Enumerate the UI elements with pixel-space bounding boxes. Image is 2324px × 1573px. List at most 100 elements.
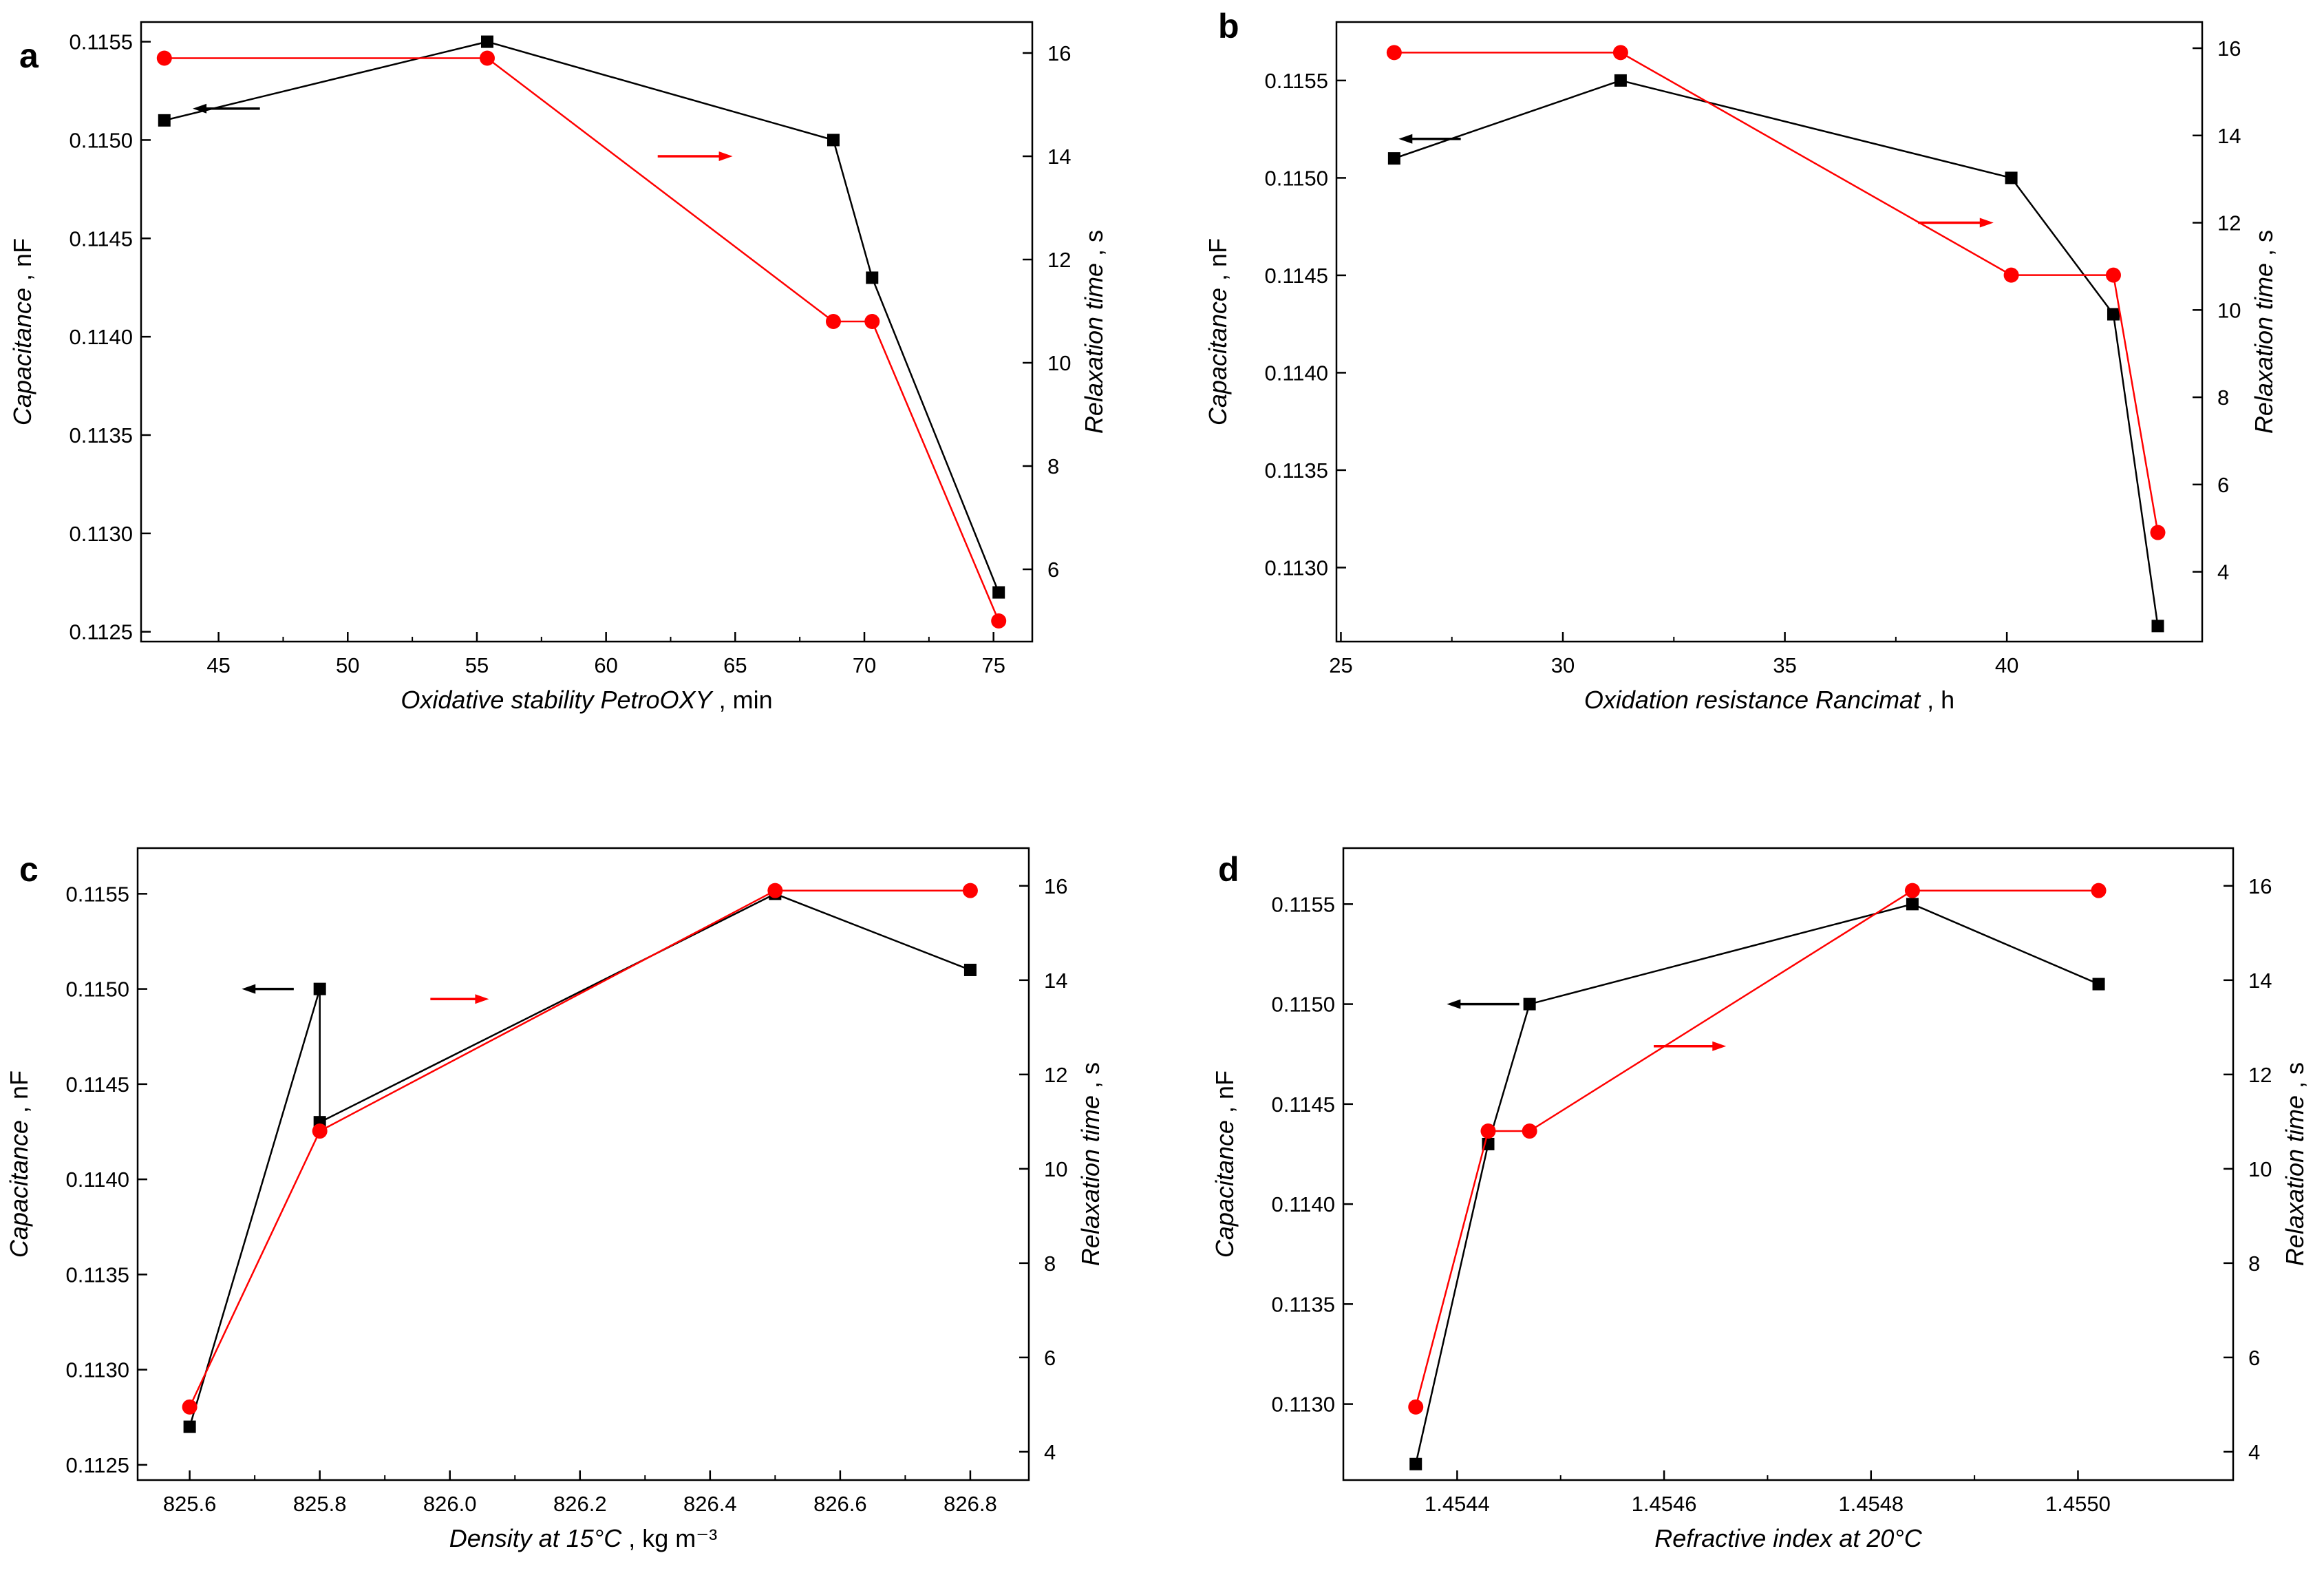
capacitance-point (992, 586, 1005, 599)
y-tick-label: 0.1145 (1271, 1092, 1335, 1117)
y2-axis-unit: s (1080, 230, 1108, 242)
capacitance-axis-arrow (242, 984, 294, 994)
capacitance-point (866, 271, 879, 284)
arrow-head (718, 151, 733, 161)
y2-tick-label: 12 (2217, 211, 2241, 235)
x-axis-title: Oxidative stability PetroOXY (401, 686, 714, 714)
x-tick-label: 75 (981, 653, 1005, 677)
capacitance-point (183, 1420, 196, 1433)
y-tick-label: 0.1135 (1271, 1292, 1335, 1316)
y-axis-separator: , (1204, 267, 1232, 288)
capacitance-point (313, 982, 326, 995)
capacitance-point (1387, 152, 1400, 165)
y-tick-label: 0.1130 (65, 1358, 129, 1382)
x-tick-label: 826.8 (944, 1492, 997, 1516)
relaxation-time-point (825, 314, 841, 329)
x-tick-label: 50 (336, 653, 359, 677)
x-tick-label: 1.4544 (1425, 1492, 1490, 1516)
capacitance-point (2005, 171, 2018, 184)
y-tick-label: 0.1150 (1271, 993, 1335, 1017)
relaxation-time-point (182, 1399, 198, 1415)
y-axis-title: Capacitance (8, 288, 36, 425)
relaxation-time-point (2091, 883, 2107, 898)
y-axis-title: Capacitance (5, 1120, 33, 1258)
relaxation-time-axis-arrow (1654, 1041, 1727, 1051)
y-axis-label: Capacitance , nF (1204, 238, 1232, 425)
y-tick-label: 0.1140 (1264, 361, 1328, 385)
capacitance-point (827, 134, 840, 147)
x-axis-separator: , (712, 686, 733, 714)
y2-tick-label: 14 (2217, 124, 2241, 148)
arrow-head (1979, 218, 1994, 228)
y-tick-label: 0.1135 (1264, 458, 1328, 483)
relaxation-time-point (1612, 45, 1628, 61)
y2-axis-separator: , (2250, 242, 2278, 263)
relaxation-time-point (767, 883, 783, 898)
y2-tick-label: 4 (2217, 560, 2229, 584)
y-axis-unit: nF (1211, 1070, 1239, 1099)
y-tick-label: 0.1140 (1271, 1192, 1335, 1216)
x-axis-separator: , (621, 1524, 642, 1552)
capacitance-point (963, 963, 977, 976)
y-tick-label: 0.1145 (65, 1073, 129, 1097)
arrow-head (475, 994, 489, 1004)
y2-tick-label: 10 (1047, 351, 1071, 375)
x-tick-label: 65 (723, 653, 747, 677)
capacitance-point (1523, 997, 1536, 1011)
relaxation-time-point (991, 613, 1007, 629)
y2-axis-title: Relaxation time (2250, 263, 2278, 434)
y-tick-label: 0.1135 (65, 1263, 129, 1287)
panel-label: c (19, 850, 39, 889)
y2-tick-label: 12 (2248, 1063, 2272, 1087)
capacitance-point (158, 114, 171, 127)
y-tick-label: 0.1125 (65, 1453, 129, 1477)
capacitance-point (2151, 620, 2164, 633)
x-tick-label: 826.0 (423, 1492, 477, 1516)
capacitance-point (2107, 308, 2120, 321)
y-axis-unit: nF (1204, 238, 1232, 267)
x-tick-label: 25 (1329, 653, 1352, 677)
y-tick-label: 0.1150 (1264, 166, 1328, 190)
x-axis-label: Oxidation resistance Rancimat , h (1584, 686, 1954, 714)
x-axis-title: Refractive index at 20°C (1654, 1524, 1923, 1552)
y2-axis-title: Relaxation time (2281, 1095, 2309, 1266)
y-axis-label: Capacitance , nF (5, 1070, 33, 1258)
y-tick-label: 0.1155 (1264, 69, 1328, 93)
y-tick-label: 0.1145 (69, 226, 133, 251)
y2-axis-label: Relaxation time , s (1080, 230, 1108, 434)
capacitance-point (1614, 74, 1627, 87)
y-tick-label: 0.1145 (1264, 264, 1328, 288)
relaxation-time-line (189, 889, 970, 1408)
capacitance-axis-arrow (1398, 134, 1461, 144)
y2-tick-label: 16 (1047, 41, 1071, 65)
relaxation-time-axis-arrow (430, 994, 489, 1004)
y-tick-label: 0.1150 (65, 978, 129, 1002)
y-axis-separator: , (8, 267, 36, 288)
x-tick-label: 1.4548 (1838, 1492, 1904, 1516)
y-axis-separator: , (1211, 1099, 1239, 1120)
y2-tick-label: 10 (2248, 1157, 2272, 1181)
y2-axis-unit: s (2281, 1062, 2309, 1075)
y2-tick-label: 10 (1044, 1157, 1067, 1181)
y2-tick-label: 8 (1044, 1252, 1056, 1276)
relaxation-time-point (1522, 1123, 1537, 1139)
relaxation-time-point (2003, 267, 2019, 283)
panel-a: a 45 50 55 60 65 70 75 0.1125 0.1130 0.1135 0.1140 0… (8, 21, 1108, 714)
y2-axis-label: Relaxation time , s (2250, 230, 2278, 434)
y-tick-label: 0.1130 (69, 522, 133, 546)
relaxation-time-point (1386, 45, 1402, 61)
y2-tick-label: 14 (2248, 969, 2272, 993)
y2-tick-label: 8 (2217, 386, 2229, 410)
relaxation-time-line (164, 57, 1000, 622)
y-axis-unit: nF (8, 238, 36, 267)
y2-axis-label: Relaxation time , s (1076, 1062, 1105, 1266)
y2-tick-label: 6 (1047, 558, 1059, 582)
y-axis-title: Capacitance (1211, 1120, 1239, 1258)
relaxation-time-point (2105, 267, 2121, 283)
y2-axis-unit: s (2250, 230, 2278, 242)
y2-axis-unit: s (1076, 1062, 1105, 1075)
capacitance-axis-arrow (1447, 999, 1520, 1009)
x-tick-label: 70 (853, 653, 876, 677)
y2-tick-label: 14 (1044, 969, 1067, 993)
x-axis-unit: min (733, 686, 773, 714)
